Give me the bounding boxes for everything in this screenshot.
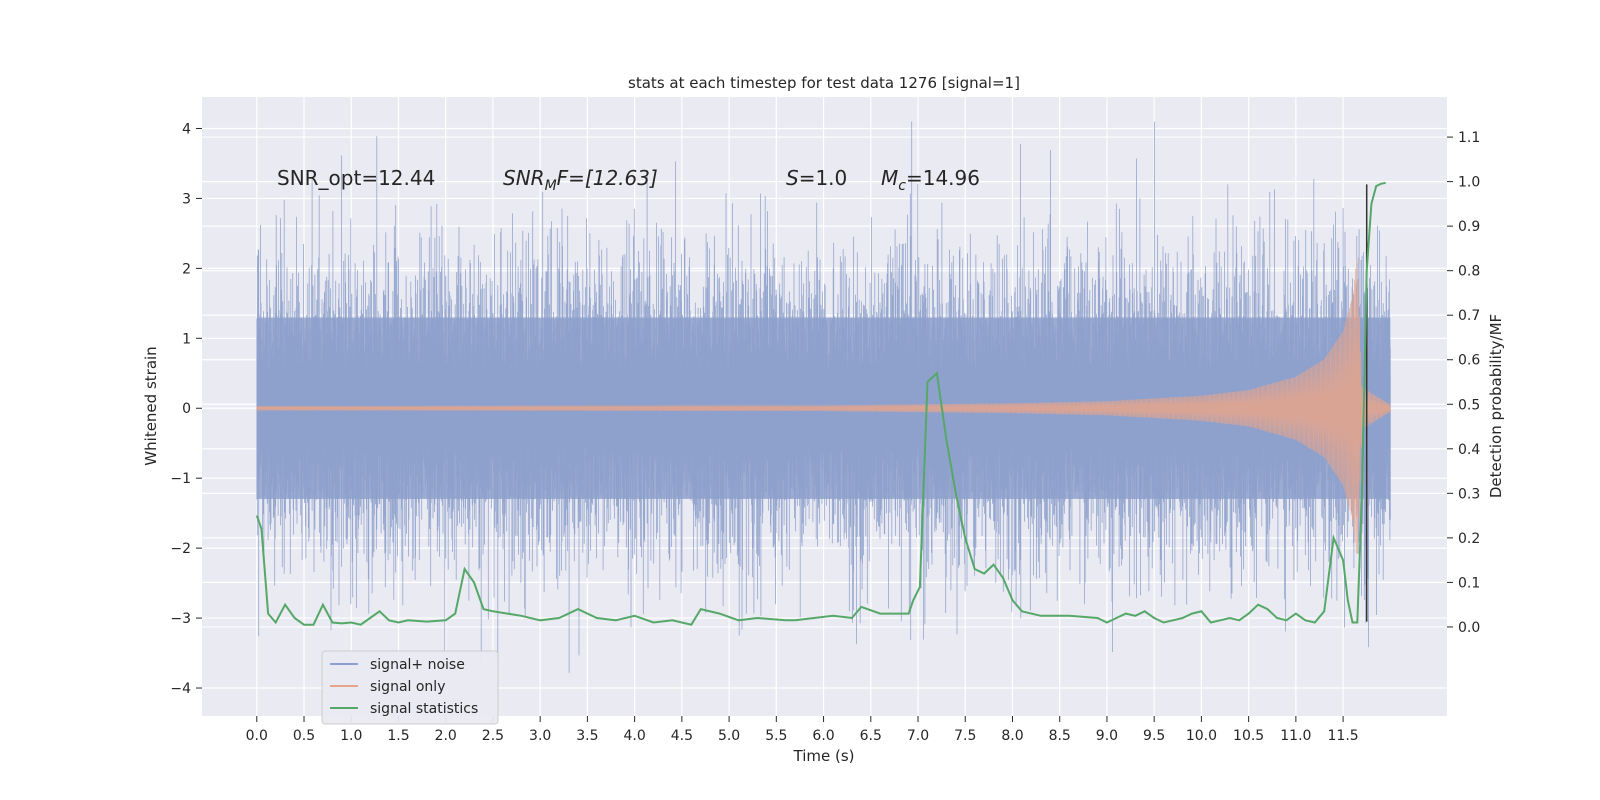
y-right-tick-label: 1.1 <box>1458 130 1480 146</box>
y-left-tick-label: −1 <box>170 471 191 487</box>
y-right-tick-label: 0.4 <box>1458 442 1480 458</box>
y-right-tick-label: 0.5 <box>1458 397 1480 413</box>
x-tick-label: 1.5 <box>387 728 409 744</box>
x-tick-label: 10.0 <box>1186 728 1217 744</box>
x-tick-label: 0.5 <box>293 728 315 744</box>
x-axis-label: Time (s) <box>793 747 855 765</box>
y-left-tick-label: 3 <box>182 191 191 207</box>
legend-label-signal-statistics: signal statistics <box>370 701 478 717</box>
y-right-tick-label: 0.6 <box>1458 353 1480 369</box>
y-right-tick-label: 0.9 <box>1458 219 1480 235</box>
annotation-mc: Mc=14.96 <box>881 166 980 194</box>
legend-box <box>321 650 499 725</box>
series-signal-statistics <box>255 181 1386 626</box>
y-right-axis-ticks: 1.1 1.0 0.9 0.8 0.7 0.6 0.5 0.4 0.3 0.2 0.1 0.0 <box>1447 130 1480 636</box>
y-right-tick-label: 0.2 <box>1458 531 1480 547</box>
y-right-tick-label: 1.0 <box>1458 175 1480 191</box>
x-axis-ticks: 0.0 0.5 1.0 1.5 2.0 2.5 3.0 3.5 4.0 4.5 5.0 5.5 6.0 6… <box>246 716 1359 744</box>
y-left-axis-label: Whitened strain <box>142 346 160 465</box>
x-tick-label: 9.5 <box>1143 728 1165 744</box>
y-left-tick-label: −4 <box>170 681 191 697</box>
annotation-snr-mf: SNRMF=[12.63] <box>503 166 658 194</box>
x-tick-label: 5.0 <box>718 728 740 744</box>
y-left-axis-ticks: 4 3 2 1 0 −1 −2 −3 −4 <box>170 121 202 697</box>
signal-trace <box>256 257 1391 554</box>
y-left-tick-label: −2 <box>170 541 191 557</box>
statistics-line <box>255 181 1386 626</box>
legend: signal+ noise signal only signal statist… <box>321 650 499 725</box>
legend-label-signal-noise: signal+ noise <box>370 657 465 673</box>
legend-label-signal-only: signal only <box>370 679 445 695</box>
x-tick-label: 1.0 <box>340 728 362 744</box>
x-tick-label: 4.0 <box>623 728 645 744</box>
annotation-s: S=1.0 <box>786 166 847 190</box>
annotation-snr-opt: SNR_opt=12.44 <box>277 166 435 190</box>
y-right-tick-label: 0.7 <box>1458 308 1480 324</box>
x-tick-label: 2.0 <box>435 728 457 744</box>
x-tick-label: 5.5 <box>765 728 787 744</box>
x-tick-label: 8.5 <box>1049 728 1071 744</box>
x-tick-label: 9.0 <box>1096 728 1118 744</box>
y-right-axis-label: Detection probability/MF <box>1487 314 1505 498</box>
x-tick-label: 11.0 <box>1280 728 1311 744</box>
series-signal-only <box>256 257 1391 554</box>
y-right-tick-label: 0.3 <box>1458 486 1480 502</box>
x-tick-label: 2.5 <box>482 728 504 744</box>
y-left-tick-label: 0 <box>182 401 191 417</box>
x-tick-label: 8.0 <box>1001 728 1023 744</box>
x-tick-label: 4.5 <box>671 728 693 744</box>
y-left-tick-label: 2 <box>182 261 191 277</box>
x-tick-label: 11.5 <box>1328 728 1359 744</box>
y-left-tick-label: 1 <box>182 331 191 347</box>
y-left-tick-label: −3 <box>170 611 191 627</box>
chart-title: stats at each timestep for test data 127… <box>628 74 1020 92</box>
x-tick-label: 0.0 <box>246 728 268 744</box>
x-tick-label: 7.5 <box>954 728 976 744</box>
y-right-tick-label: 0.1 <box>1458 575 1480 591</box>
x-tick-label: 3.0 <box>529 728 551 744</box>
y-left-tick-label: 4 <box>182 121 191 137</box>
x-tick-label: 10.5 <box>1233 728 1264 744</box>
x-tick-label: 3.5 <box>576 728 598 744</box>
y-right-tick-label: 0.8 <box>1458 264 1480 280</box>
x-tick-label: 6.0 <box>812 728 834 744</box>
y-right-tick-label: 0.0 <box>1458 620 1480 636</box>
x-tick-label: 6.5 <box>860 728 882 744</box>
x-tick-label: 7.0 <box>907 728 929 744</box>
